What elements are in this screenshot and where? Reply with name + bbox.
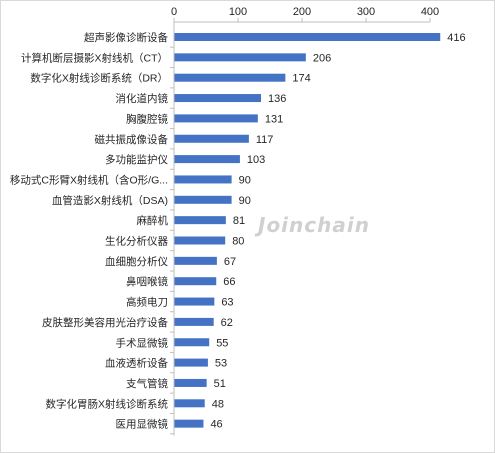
category-label: 鼻咽喉镜 (126, 275, 168, 288)
category-label: 皮肤整形美容用光治疗设备 (42, 316, 168, 329)
axis-layer: 0 100 200 300 400 (170, 6, 439, 436)
data-label: 53 (215, 358, 227, 370)
data-label: 174 (292, 73, 310, 85)
bar (174, 378, 207, 387)
data-label: 131 (265, 113, 283, 125)
category-label: 生化分析仪器 (105, 235, 168, 248)
category-label: 支气管镜 (126, 377, 168, 390)
bar (174, 195, 232, 204)
data-label: 48 (212, 398, 224, 410)
data-label: 67 (224, 256, 236, 268)
category-label: 血管造影X射线机（DSA) (52, 194, 168, 207)
data-label: 62 (221, 317, 233, 329)
data-label: 46 (210, 419, 222, 431)
bar (174, 94, 262, 103)
category-label: 数字化X射线诊断系统（DR） (30, 72, 168, 85)
x-tick-label: 300 (357, 6, 375, 18)
category-label: 数字化胃肠X射线诊断系统 (45, 397, 168, 410)
x-tick-label: 400 (421, 6, 439, 18)
data-label: 80 (232, 236, 244, 248)
data-label: 90 (239, 195, 251, 207)
category-label: 消化道内镜 (116, 92, 169, 105)
category-label: 手术显微镜 (116, 336, 169, 349)
bar (174, 236, 226, 245)
bar (174, 73, 286, 82)
data-label: 81 (233, 215, 245, 227)
bar (174, 399, 205, 408)
category-label: 胸腹腔镜 (126, 112, 168, 125)
x-tick-label: 0 (171, 6, 177, 18)
bar (174, 297, 215, 306)
category-label: 超声影像诊断设备 (84, 31, 168, 44)
data-label: 136 (268, 93, 286, 105)
labels-layer: 超声影像诊断设备 416 计算机断层摄影X射线机（CT） 206 数字化X射线诊断系统（… (10, 31, 466, 431)
data-label: 66 (223, 276, 235, 288)
data-label: 103 (247, 154, 265, 166)
bar (174, 216, 226, 225)
x-tick-label: 200 (293, 6, 311, 18)
data-label: 63 (221, 297, 233, 309)
bar (174, 358, 208, 367)
bar (174, 317, 214, 326)
data-label: 51 (214, 378, 226, 390)
category-label: 磁共振成像设备 (95, 133, 169, 146)
category-label: 麻醉机 (137, 214, 169, 227)
x-tick-label: 100 (229, 6, 247, 18)
data-label: 90 (239, 174, 251, 186)
category-label: 血细胞分析仪 (105, 255, 168, 268)
category-label: 计算机断层摄影X射线机（CT） (21, 51, 168, 64)
bar (174, 155, 240, 164)
bar (174, 277, 217, 286)
bar (174, 134, 249, 143)
bar (174, 114, 258, 123)
data-label: 55 (216, 337, 228, 349)
bar (174, 53, 306, 62)
bar (174, 256, 217, 265)
bar (174, 338, 210, 347)
data-label: 416 (447, 32, 465, 44)
data-label: 206 (313, 52, 331, 64)
bar (174, 419, 204, 428)
watermark: Joinchain (254, 213, 370, 237)
category-label: 血液透析设备 (105, 357, 168, 370)
category-label: 高频电刀 (126, 296, 168, 309)
category-label: 多功能监护仪 (105, 153, 168, 166)
bar (174, 33, 441, 41)
category-label: 移动式C形臂X射线机（含O形/G... (10, 173, 168, 186)
bar (174, 175, 232, 184)
category-label: 医用显微镜 (116, 418, 169, 431)
bars-layer (174, 33, 441, 428)
data-label: 117 (256, 134, 274, 146)
